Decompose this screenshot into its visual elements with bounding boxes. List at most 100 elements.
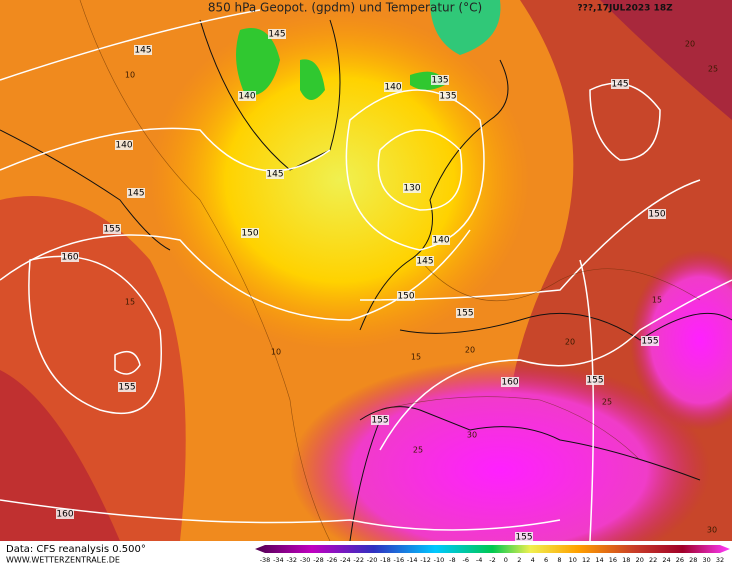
colorbar-label: -28 [313,556,324,564]
colorbar-label: 2 [517,556,521,564]
geopotential-label: 155 [371,416,388,426]
geopotential-label: 145 [416,257,433,267]
temperature-label: 20 [565,338,575,347]
colorbar-label: -32 [286,556,297,564]
colorbar-label: -26 [327,556,338,564]
colorbar-label: -30 [300,556,311,564]
label-bg [115,140,133,150]
colorbar-label: 26 [676,556,684,564]
label-bg [648,209,666,219]
colorbar-label: -38 [260,556,271,564]
temperature-label: 25 [708,65,718,74]
map-title: 850 hPa Geopot. (gpdm) und Temperatur (°… [208,1,482,15]
geopotential-label: 145 [266,170,283,180]
temperature-label: 10 [271,348,281,357]
label-bg [127,188,145,198]
label-bg [268,29,286,39]
colorbar-label: 4 [531,556,535,564]
geopotential-label: 135 [431,76,448,86]
geopotential-label: 150 [397,292,414,302]
label-bg [432,235,450,245]
temperature-label: 25 [602,398,612,407]
cold-patch [236,28,280,96]
label-bg [266,169,284,179]
colorbar-label: 8 [557,556,561,564]
geopotential-label: 160 [61,253,78,263]
colorbar-label: 6 [544,556,548,564]
geopotential-label: 150 [648,210,665,220]
label-bg [416,256,434,266]
colorbar-label: -4 [476,556,482,564]
geopotential-label: 155 [641,337,658,347]
cold-patch [300,59,325,100]
colorbar-label: -12 [420,556,431,564]
website: WWW.WETTERZENTRALE.DE [6,556,120,565]
geopotential-label: 145 [134,46,151,56]
colorbar-label: 18 [622,556,630,564]
geopotential-label: 155 [515,533,532,543]
label-bg [103,224,121,234]
geopotential-label: 160 [501,378,518,388]
colorbar-label: -34 [273,556,284,564]
label-bg [515,532,533,542]
colorbar-label: -18 [380,556,391,564]
temperature-contours [79,0,701,542]
colorbar-labels: -38 -34 -32 -30 -28 -26 -2 4 -22 -20 -18 -16 -14 -12 -… [260,556,724,564]
colorbar-label: 16 [609,556,617,564]
warm-west [0,370,120,541]
colorbar-label: 24 [662,556,670,564]
cold-patch [430,0,501,55]
data-source: Data: CFS reanalysis 0.500° [6,544,146,555]
colorbar-label: -22 [353,556,364,564]
label-bg [238,91,256,101]
temperature-label: 10 [125,71,135,80]
geopotential-label: 155 [118,383,135,393]
label-bg [118,382,136,392]
cool-core [150,10,530,350]
temperature-label: 25 [413,446,423,455]
geopotential-label: 145 [611,80,628,90]
label-bg [456,308,474,318]
colorbar-label: -16 [394,556,405,564]
hot-core [630,250,732,430]
label-bg [56,509,74,519]
colorbar-label: -6 [462,556,468,564]
timestamp: ???,17JUL2023 18Z [577,4,673,14]
hot-core [290,360,710,565]
label-bg [241,228,259,238]
label-bg [431,75,449,85]
colorbar-label: 20 [636,556,644,564]
geopotential-label: 140 [115,141,132,151]
temperature-label: 15 [652,296,662,305]
colorbar-label: -20 [367,556,378,564]
warm-east [600,0,732,120]
temperature-label: 20 [465,346,475,355]
geopotential-label: 150 [241,229,258,239]
label-bg [611,79,629,89]
label-bg [371,415,389,425]
colorbar-label: 10 [569,556,577,564]
colorbar-label: -2 [489,556,495,564]
colorbar-label: -14 [407,556,418,564]
colorbar-label: 30 [702,556,710,564]
coastlines [0,19,732,542]
temperature-label: 15 [411,353,421,362]
colorbar-label: 14 [595,556,603,564]
geopotential-label: 155 [103,225,120,235]
geopotential-label: 135 [439,92,456,102]
geopotential-label: 145 [127,189,144,199]
colorbar-label: 0 [504,556,508,564]
colorbar-label: -8 [449,556,455,564]
geopotential-label: 140 [432,236,449,246]
label-bg [641,336,659,346]
label-bg [397,291,415,301]
colorbar-label: 28 [689,556,697,564]
temperature-label: 30 [707,526,717,535]
label-bg [439,91,457,101]
geopotential-label: 140 [238,92,255,102]
colorbar [255,545,730,553]
geopotential-label: 130 [403,184,420,194]
geopotential-label: 140 [384,83,401,93]
